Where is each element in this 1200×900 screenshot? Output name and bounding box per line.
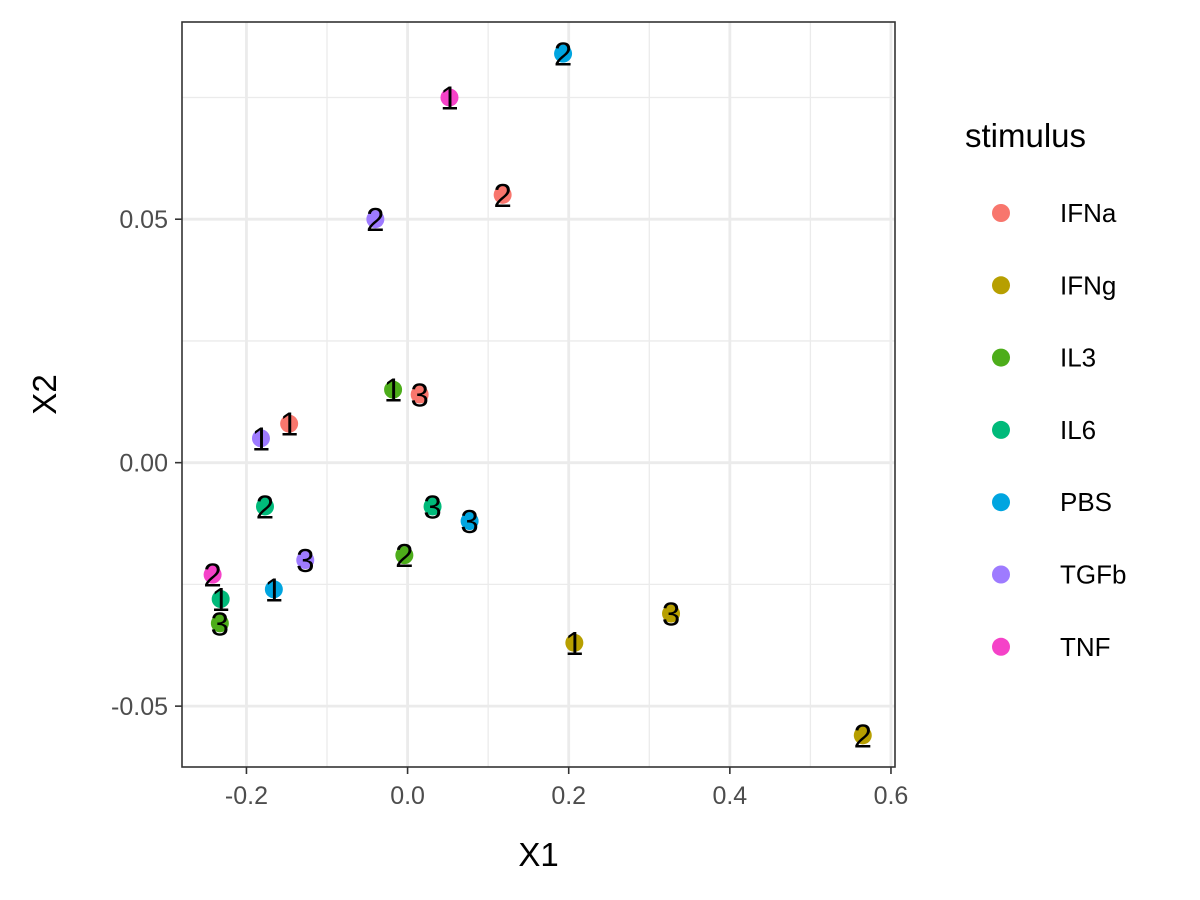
plot-frame bbox=[181, 21, 896, 768]
data-point bbox=[460, 512, 479, 531]
data-point bbox=[662, 604, 681, 623]
point-label: 2 bbox=[554, 36, 572, 73]
plot-panel bbox=[182, 22, 895, 767]
data-point bbox=[423, 497, 442, 516]
point-label: 1 bbox=[280, 406, 298, 443]
legend-key bbox=[992, 420, 1010, 439]
point-label: 2 bbox=[493, 177, 511, 214]
x-axis: -0.2 0.0 0.2 0.4 0.6 bbox=[225, 767, 908, 810]
legend-key bbox=[992, 276, 1010, 295]
legend-label: TNF bbox=[1060, 632, 1111, 662]
legend-label: IFNa bbox=[1060, 198, 1117, 228]
legend-key bbox=[992, 348, 1010, 367]
point-label: 2 bbox=[256, 488, 274, 525]
point-label: 3 bbox=[460, 503, 478, 540]
x-tick-label: 0.2 bbox=[551, 782, 586, 810]
y-tick-label: 0.00 bbox=[119, 450, 168, 478]
x-axis-title: X1 bbox=[518, 836, 558, 873]
point-label: 3 bbox=[423, 488, 441, 525]
y-axis-title: X2 bbox=[26, 374, 63, 414]
x-tick-label: 0.0 bbox=[390, 782, 425, 810]
data-point bbox=[565, 633, 584, 652]
data-point bbox=[264, 580, 283, 599]
x-tick-label: 0.6 bbox=[874, 782, 909, 810]
plot-background bbox=[182, 22, 895, 767]
point-label: 2 bbox=[203, 557, 221, 594]
data-point bbox=[203, 565, 222, 584]
point-label: 2 bbox=[366, 201, 384, 238]
data-point bbox=[554, 44, 573, 63]
data-point bbox=[255, 497, 274, 516]
point-label: 2 bbox=[395, 537, 413, 574]
x-tick-label: -0.2 bbox=[225, 782, 268, 810]
legend-title: stimulus bbox=[965, 117, 1086, 154]
data-point bbox=[493, 185, 512, 204]
panel-border bbox=[181, 21, 896, 768]
point-label: 1 bbox=[265, 571, 283, 608]
data-point bbox=[410, 385, 429, 404]
legend-label: PBS bbox=[1060, 487, 1112, 517]
point-label: 2 bbox=[854, 717, 872, 754]
legend-label: TGFb bbox=[1060, 560, 1126, 590]
data-point bbox=[251, 429, 270, 448]
point-label: 3 bbox=[296, 542, 314, 579]
legend-key bbox=[992, 493, 1010, 512]
data-point bbox=[296, 551, 315, 570]
data-point bbox=[280, 414, 299, 433]
point-label: 1 bbox=[440, 79, 458, 116]
point-label: 1 bbox=[252, 420, 270, 457]
data-point bbox=[210, 614, 229, 633]
legend: stimulus IFNa IFNg IL3 IL6 PBS TGFb TNF bbox=[965, 117, 1126, 662]
x-tick-label: 0.4 bbox=[712, 782, 747, 810]
legend-label: IL3 bbox=[1060, 343, 1096, 373]
legend-key bbox=[992, 637, 1010, 656]
legend-key bbox=[992, 565, 1010, 584]
data-point bbox=[853, 726, 872, 745]
data-point bbox=[440, 88, 459, 107]
data-point bbox=[395, 546, 414, 565]
data-point bbox=[366, 210, 385, 229]
point-label: 3 bbox=[662, 596, 680, 633]
legend-label: IFNg bbox=[1060, 270, 1116, 300]
point-label: 1 bbox=[565, 625, 583, 662]
y-tick-label: -0.05 bbox=[111, 693, 168, 721]
data-point bbox=[384, 380, 403, 399]
point-label: 3 bbox=[211, 605, 229, 642]
y-axis: -0.05 0.00 0.05 bbox=[111, 206, 182, 721]
point-label: 1 bbox=[211, 581, 229, 618]
legend-label: IL6 bbox=[1060, 415, 1096, 445]
point-label: 1 bbox=[384, 372, 402, 409]
data-point bbox=[211, 590, 230, 609]
legend-key bbox=[992, 204, 1010, 222]
y-tick-label: 0.05 bbox=[119, 206, 168, 234]
point-label: 3 bbox=[410, 377, 428, 414]
